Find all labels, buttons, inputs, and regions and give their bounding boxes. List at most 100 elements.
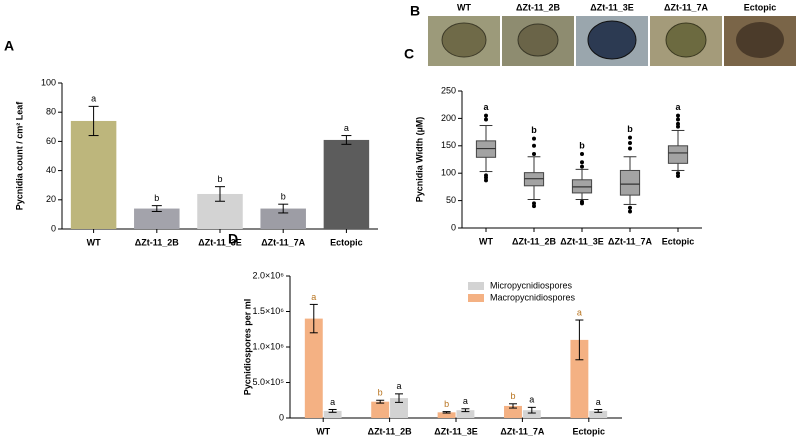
bar (437, 412, 456, 418)
x-tick-label: ΔZt-11_2B (135, 237, 179, 247)
bar (323, 410, 342, 418)
bar (504, 405, 522, 418)
pycnidium (665, 22, 707, 58)
y-tick-label: 250 (441, 85, 456, 95)
significance-letter: b (444, 399, 449, 409)
legend-swatch (468, 282, 484, 290)
outlier (580, 164, 584, 169)
y-tick-label: 100 (441, 168, 456, 178)
outlier (532, 201, 536, 206)
outlier (484, 117, 488, 122)
outlier (580, 199, 584, 204)
significance-letter: a (675, 102, 681, 112)
x-tick-label: ΔZt-11_3E (434, 426, 478, 436)
y-tick-label: 40 (46, 165, 56, 175)
significance-letter: a (344, 123, 349, 133)
y-tick-label: 0 (279, 412, 284, 422)
outlier (484, 173, 488, 178)
panel-label: B (410, 3, 420, 19)
outlier (628, 209, 632, 214)
bar (323, 139, 370, 229)
y-tick-label: 150 (441, 140, 456, 150)
image-label: ΔZt-11_3E (590, 2, 634, 12)
bar (304, 318, 323, 418)
significance-letter: b (217, 174, 222, 184)
y-axis-label: Pycnidiospores per ml (242, 299, 252, 396)
legend-swatch (468, 294, 484, 302)
y-tick-label: 0 (51, 223, 56, 233)
y-tick-label: 2.0×10⁶ (253, 270, 285, 280)
outlier (532, 136, 536, 141)
box (667, 145, 689, 164)
outlier (628, 141, 632, 146)
image-label: ΔZt-11_7A (664, 2, 708, 12)
x-tick-label: ΔZt-11_2B (512, 236, 556, 246)
significance-letter: b (281, 192, 286, 202)
x-tick-label: ΔZt-11_7A (261, 237, 305, 247)
x-tick-label: ΔZt-11_7A (500, 426, 544, 436)
y-tick-label: 100 (41, 77, 56, 87)
image-label: Ectopic (744, 2, 777, 12)
y-axis-label: Pycnidia Width (µM) (414, 117, 424, 203)
bar (371, 401, 390, 418)
outlier (628, 205, 632, 210)
significance-letter: b (531, 125, 537, 135)
x-tick-label: Ectopic (330, 237, 363, 247)
outlier (676, 113, 680, 118)
x-tick-label: ΔZt-11_7A (608, 236, 652, 246)
y-tick-label: 5.0×10⁵ (252, 377, 284, 387)
x-tick-label: WT (479, 236, 493, 246)
y-tick-label: 80 (46, 107, 56, 117)
outlier (532, 204, 536, 209)
significance-letter: a (397, 381, 402, 391)
x-tick-label: Ectopic (573, 426, 606, 436)
bar (570, 339, 589, 418)
bar (589, 410, 608, 418)
bar (70, 120, 117, 229)
outlier (628, 146, 632, 151)
bar (260, 208, 306, 229)
x-tick-label: ΔZt-11_3E (198, 237, 242, 247)
legend-label: Micropycnidiospores (490, 280, 573, 290)
y-axis-label: Pycnidia count / cm² Leaf (14, 101, 24, 211)
x-tick-label: WT (316, 426, 330, 436)
significance-letter: a (577, 307, 582, 317)
outlier (676, 173, 680, 178)
significance-letter: a (91, 94, 96, 104)
pycnidium (587, 20, 637, 60)
bar (134, 208, 180, 229)
panel-label: C (404, 46, 414, 62)
legend-label: Macropycnidiospores (490, 292, 576, 302)
panel-label: A (4, 38, 14, 54)
significance-letter: a (596, 397, 601, 407)
y-tick-label: 60 (46, 136, 56, 146)
significance-letter: b (154, 193, 159, 203)
outlier (628, 135, 632, 140)
significance-letter: a (330, 397, 335, 407)
x-tick-label: WT (87, 237, 101, 247)
y-tick-label: 1.0×10⁶ (253, 341, 285, 351)
significance-letter: b (510, 391, 515, 401)
pycnidium (441, 22, 487, 58)
y-tick-label: 1.5×10⁶ (253, 306, 285, 316)
pycnidium (736, 22, 784, 58)
significance-letter: b (627, 124, 633, 134)
box (619, 169, 641, 196)
outlier (484, 178, 488, 183)
micrographs (428, 16, 796, 66)
image-label: WT (457, 2, 471, 12)
significance-letter: a (483, 102, 489, 112)
y-tick-label: 0 (451, 222, 456, 232)
outlier (676, 117, 680, 122)
outlier (676, 121, 680, 126)
outlier (676, 124, 680, 129)
x-tick-label: ΔZt-11_2B (368, 426, 412, 436)
panel-label: D (228, 231, 238, 247)
y-tick-label: 50 (446, 195, 456, 205)
pycnidium (517, 23, 559, 57)
image-label: ΔZt-11_2B (516, 2, 560, 12)
outlier (532, 143, 536, 148)
significance-letter: b (378, 388, 383, 398)
significance-letter: a (311, 292, 316, 302)
